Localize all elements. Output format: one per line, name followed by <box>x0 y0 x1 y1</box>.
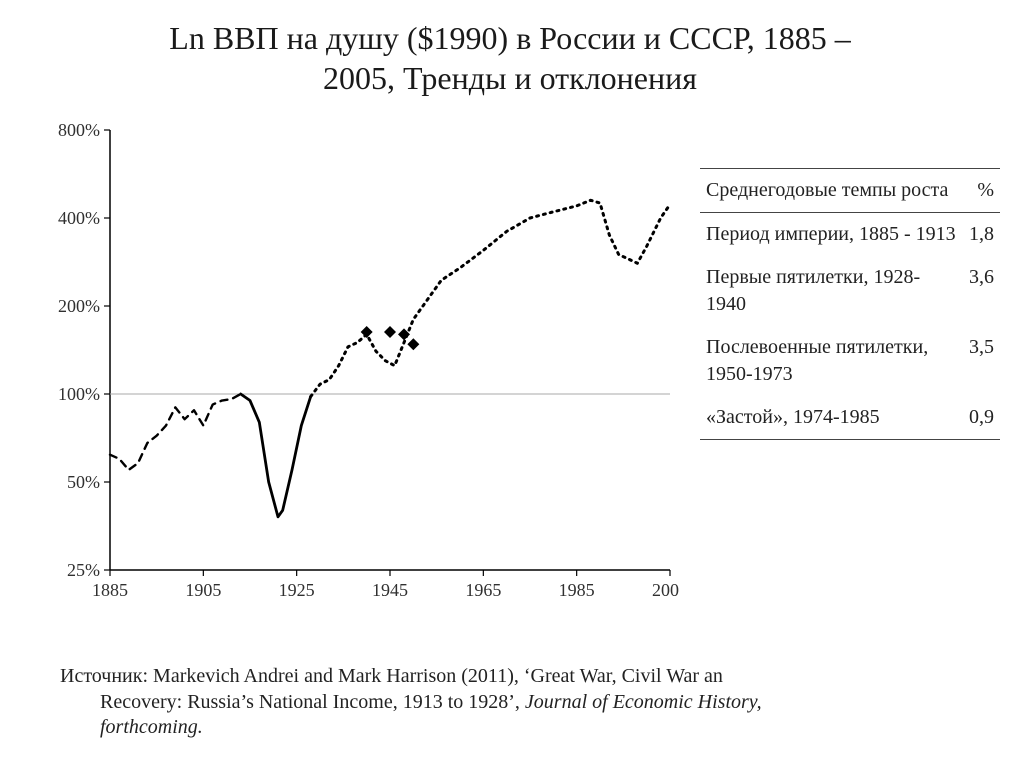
row-label: Первые пятилетки, 1928-1940 <box>700 256 963 326</box>
table-row: Период империи, 1885 - 1913 1,8 <box>700 213 1000 257</box>
table-row: Первые пятилетки, 1928-1940 3,6 <box>700 256 1000 326</box>
gdp-chart: 25% 50% 100% 200% 400% 800% 1885 1905 1925 1945 19… <box>40 120 680 620</box>
svg-text:800%: 800% <box>58 120 100 140</box>
source-text3: forthcoming. <box>100 716 203 738</box>
row-value: 1,8 <box>963 213 1000 257</box>
source-italic: Journal of Economic History, <box>525 691 762 713</box>
svg-text:200%: 200% <box>58 296 100 316</box>
source-text1: Markevich Andrei and Mark Harrison (2011… <box>153 665 723 687</box>
row-label: «Застой», 1974-1985 <box>700 396 963 440</box>
svg-text:400%: 400% <box>58 208 100 228</box>
svg-text:1965: 1965 <box>465 580 501 600</box>
row-value: 3,6 <box>963 256 1000 326</box>
source-prefix: Источник: <box>60 665 153 687</box>
table-row: «Застой», 1974-1985 0,9 <box>700 396 1000 440</box>
slide-title: Ln ВВП на душу ($1990) в России и СССР, … <box>60 18 960 98</box>
row-label: Период империи, 1885 - 1913 <box>700 213 963 257</box>
table-header-row: Среднегодовые темпы роста % <box>700 169 1000 213</box>
chart-svg: 25% 50% 100% 200% 400% 800% 1885 1905 1925 1945 19… <box>40 120 680 620</box>
table-header-label: Среднегодовые темпы роста <box>700 169 963 213</box>
table-row: Послевоенные пятилетки, 1950-1973 3,5 <box>700 326 1000 396</box>
title-line2: 2005, Тренды и отклонения <box>323 60 697 96</box>
svg-text:1905: 1905 <box>185 580 221 600</box>
title-line1: Ln ВВП на душу ($1990) в России и СССР, … <box>169 20 850 56</box>
svg-text:1985: 1985 <box>559 580 595 600</box>
svg-text:1945: 1945 <box>372 580 408 600</box>
svg-text:50%: 50% <box>67 472 100 492</box>
source-citation: Источник: Markevich Andrei and Mark Harr… <box>60 664 960 741</box>
row-label: Послевоенные пятилетки, 1950-1973 <box>700 326 963 396</box>
svg-text:1925: 1925 <box>279 580 315 600</box>
source-text2: Recovery: Russia’s National Income, 1913… <box>100 691 520 713</box>
row-value: 0,9 <box>963 396 1000 440</box>
svg-text:25%: 25% <box>67 560 100 580</box>
table-header-value: % <box>963 169 1000 213</box>
svg-text:1885: 1885 <box>92 580 128 600</box>
svg-text:2005: 2005 <box>652 580 680 600</box>
svg-text:100%: 100% <box>58 384 100 404</box>
row-value: 3,5 <box>963 326 1000 396</box>
growth-table: Среднегодовые темпы роста % Период импер… <box>700 168 1000 440</box>
